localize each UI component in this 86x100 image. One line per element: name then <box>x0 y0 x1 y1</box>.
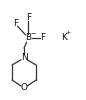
Text: F: F <box>13 20 18 28</box>
Text: +: + <box>65 30 71 36</box>
Text: F: F <box>40 34 46 42</box>
Text: F: F <box>26 14 31 22</box>
Text: O: O <box>21 84 28 92</box>
Text: K: K <box>62 34 67 42</box>
Text: B: B <box>25 34 31 42</box>
Text: N: N <box>21 54 27 62</box>
Text: −: − <box>30 30 35 36</box>
